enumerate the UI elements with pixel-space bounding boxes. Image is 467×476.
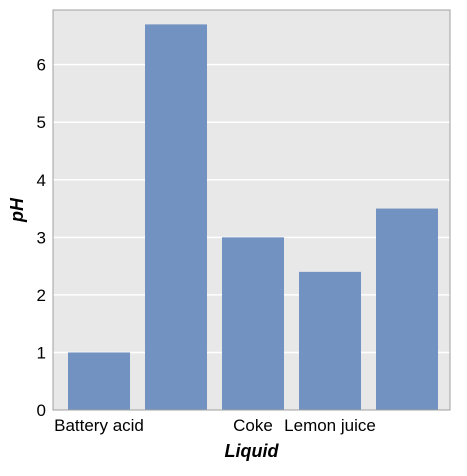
y-tick-label: 5 bbox=[37, 113, 46, 132]
y-tick-labels: 0 1 2 3 4 5 6 bbox=[37, 56, 46, 420]
plot-frame bbox=[52, 9, 451, 411]
y-tick-label: 2 bbox=[37, 286, 46, 305]
y-tick-label: 6 bbox=[37, 56, 46, 75]
bars bbox=[68, 24, 438, 410]
y-axis-label: pH bbox=[7, 197, 27, 223]
x-tick-label: Lemon juice bbox=[284, 416, 376, 435]
x-tick-label: Battery acid bbox=[54, 416, 144, 435]
bar bbox=[145, 24, 207, 410]
bar bbox=[68, 352, 130, 410]
x-tick-labels: Battery acid Coke Lemon juice bbox=[54, 416, 376, 435]
x-axis-label: Liquid bbox=[225, 441, 280, 461]
y-tick-label: 3 bbox=[37, 228, 46, 247]
y-tick-label: 4 bbox=[37, 171, 46, 190]
bar bbox=[222, 237, 284, 410]
y-tick-label: 0 bbox=[37, 401, 46, 420]
x-tick-label: Coke bbox=[233, 416, 273, 435]
bar bbox=[299, 271, 361, 410]
bar bbox=[376, 208, 438, 410]
y-tick-label: 1 bbox=[37, 343, 46, 362]
